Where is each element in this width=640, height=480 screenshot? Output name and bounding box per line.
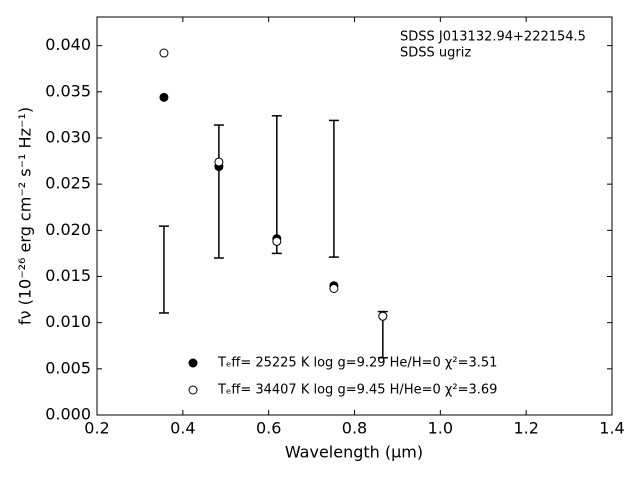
- y-tick-label: 0.025: [45, 174, 91, 193]
- y-tick-label: 0.010: [45, 312, 91, 331]
- y-tick-label: 0.005: [45, 358, 91, 377]
- y-tick-label: 0.040: [45, 35, 91, 54]
- y-tick-label: 0.020: [45, 220, 91, 239]
- model-point: [272, 236, 282, 246]
- error-bar: [158, 225, 169, 314]
- x-tick-label: 1.0: [428, 419, 453, 438]
- error-bar: [328, 119, 339, 258]
- x-tick-label: 0.4: [170, 419, 195, 438]
- legend-marker: [188, 385, 198, 395]
- y-tick-label: 0.015: [45, 266, 91, 285]
- x-tick-label: 0.2: [84, 419, 109, 438]
- legend-marker: [188, 358, 198, 368]
- x-axis-label: Wavelength (μm): [285, 443, 423, 462]
- annotation: SDSS J013132.94+222154.5: [400, 30, 586, 45]
- y-axis-label: fν (10⁻²⁶ erg cm⁻² s⁻¹ Hz⁻¹): [16, 107, 35, 325]
- error-bar: [213, 124, 224, 259]
- model-point: [214, 157, 224, 167]
- annotation: SDSS ugriz: [400, 46, 471, 61]
- x-tick-label: 0.6: [256, 419, 281, 438]
- model-point: [378, 311, 388, 321]
- legend-label: Tₑff= 25225 K log g=9.29 He/H=0 χ²=3.51: [217, 356, 497, 371]
- x-tick-label: 0.8: [342, 419, 367, 438]
- y-tick-label: 0.030: [45, 127, 91, 146]
- model-point: [159, 92, 169, 102]
- legend-label: Tₑff= 34407 K log g=9.45 H/He=0 χ²=3.69: [217, 383, 497, 398]
- model-point: [159, 48, 169, 58]
- error-bar: [271, 115, 282, 255]
- y-tick-label: 0.035: [45, 81, 91, 100]
- model-point: [329, 283, 339, 293]
- x-tick-label: 1.2: [513, 419, 538, 438]
- y-tick-label: 0.000: [45, 405, 91, 424]
- x-tick-label: 1.4: [599, 419, 624, 438]
